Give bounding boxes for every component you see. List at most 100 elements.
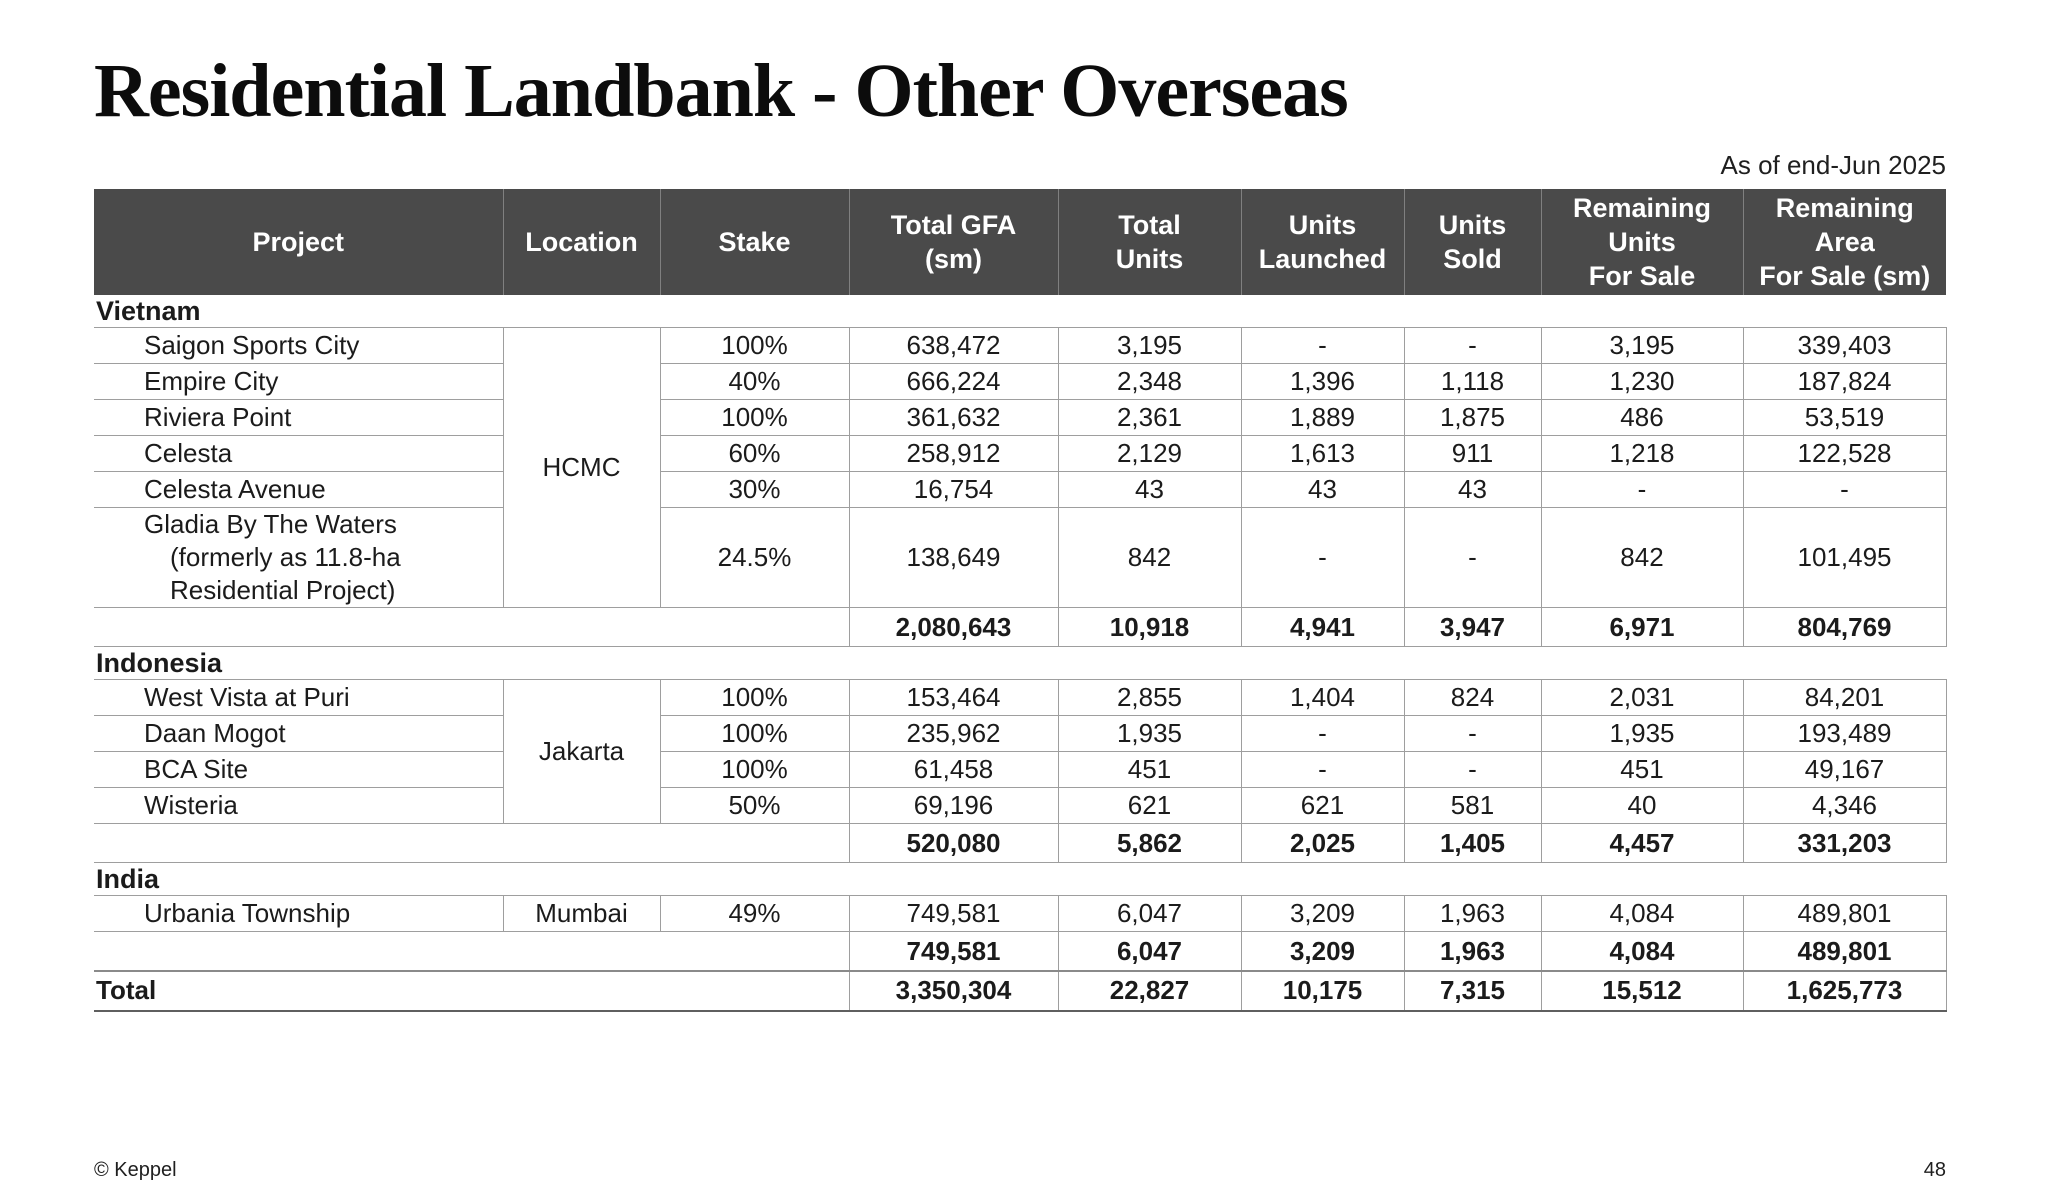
value-cell: 2,348 bbox=[1057, 363, 1241, 401]
stake-cell: 40% bbox=[659, 363, 849, 401]
value-cell: 138,649 bbox=[848, 507, 1058, 609]
project-name-line-cont: Residential Project) bbox=[170, 575, 396, 606]
value-cell: 842 bbox=[1057, 507, 1241, 609]
value-cell: - bbox=[1403, 327, 1541, 365]
value-cell: 153,464 bbox=[848, 679, 1058, 717]
value-cell: 258,912 bbox=[848, 435, 1058, 473]
copyright-text: © Keppel bbox=[94, 1159, 177, 1181]
subtotal-spacer bbox=[94, 823, 849, 864]
project-name-line: Celesta bbox=[144, 438, 233, 469]
subtotal-value: 520,080 bbox=[848, 823, 1058, 864]
value-cell: 1,613 bbox=[1240, 435, 1404, 473]
project-name-line: Urbania Township bbox=[144, 898, 351, 929]
project-name-line-cont: (formerly as 11.8-ha bbox=[170, 542, 401, 573]
value-cell: - bbox=[1240, 751, 1404, 789]
subtotal-value: 6,971 bbox=[1540, 607, 1743, 648]
column-header-project: Project bbox=[94, 188, 503, 295]
page-title: Residential Landbank - Other Overseas bbox=[94, 49, 1349, 133]
value-cell: 489,801 bbox=[1742, 895, 1947, 933]
project-name: Riviera Point bbox=[94, 399, 503, 437]
value-cell: 3,209 bbox=[1240, 895, 1404, 933]
total-value: 15,512 bbox=[1540, 969, 1743, 1012]
value-cell: 911 bbox=[1403, 435, 1541, 473]
column-header-total-gfa: Total GFA (sm) bbox=[848, 188, 1058, 295]
subtotal-value: 4,084 bbox=[1540, 931, 1743, 972]
section-label-india: India bbox=[94, 862, 1946, 897]
project-row-gladia-by-the-waters: Gladia By The Waters (formerly as 11.8-ha… bbox=[94, 507, 1947, 609]
project-name: Saigon Sports City bbox=[94, 327, 503, 365]
value-cell: 638,472 bbox=[848, 327, 1058, 365]
value-cell: 339,403 bbox=[1742, 327, 1947, 365]
value-cell: 581 bbox=[1403, 787, 1541, 825]
section-row-india: India bbox=[94, 862, 1946, 897]
landbank-table: Project Location Stake Total GFA (sm) Total … bbox=[94, 188, 1947, 1012]
value-cell: 1,218 bbox=[1540, 435, 1743, 473]
stake-cell: 30% bbox=[659, 471, 849, 509]
location-cell: Jakarta bbox=[502, 679, 661, 825]
value-cell: 2,129 bbox=[1057, 435, 1241, 473]
location-cell: HCMC bbox=[502, 327, 661, 609]
subtotal-value: 2,025 bbox=[1240, 823, 1404, 864]
value-cell: - bbox=[1540, 471, 1743, 509]
page-number: 48 bbox=[1923, 1159, 1946, 1181]
project-name-line: West Vista at Puri bbox=[144, 682, 350, 713]
value-cell: 621 bbox=[1240, 787, 1404, 825]
value-cell: 1,230 bbox=[1540, 363, 1743, 401]
value-cell: 666,224 bbox=[848, 363, 1058, 401]
subtotal-row-vietnam: 2,080,643 10,918 4,941 3,947 6,971 804,769 bbox=[94, 607, 1947, 648]
total-value: 3,350,304 bbox=[848, 969, 1058, 1012]
project-name-line: Gladia By The Waters bbox=[144, 509, 397, 540]
value-cell: 749,581 bbox=[848, 895, 1058, 933]
project-name-line: Saigon Sports City bbox=[144, 330, 360, 361]
project-row-urbania-township: Urbania Township Mumbai 49% 749,581 6,047 3,2… bbox=[94, 895, 1947, 933]
project-name-line: Daan Mogot bbox=[144, 718, 286, 749]
stake-cell: 50% bbox=[659, 787, 849, 825]
value-cell: 4,084 bbox=[1540, 895, 1743, 933]
project-row-bca-site: BCA Site 100% 61,458 451- -451 49,167 bbox=[94, 751, 1947, 789]
value-cell: - bbox=[1742, 471, 1947, 509]
subtotal-value: 4,941 bbox=[1240, 607, 1404, 648]
project-row-celesta: Celesta 60% 258,912 2,129 1,613 911 1,218 122,5… bbox=[94, 435, 1947, 473]
column-header-remaining: Remaining Area For Sale (sm) bbox=[1742, 188, 1946, 295]
subtotal-spacer bbox=[94, 607, 849, 648]
value-cell: 1,963 bbox=[1403, 895, 1541, 933]
value-cell: 69,196 bbox=[848, 787, 1058, 825]
subtotal-value: 749,581 bbox=[848, 931, 1058, 972]
value-cell: 1,404 bbox=[1240, 679, 1404, 717]
project-row-empire-city: Empire City 40% 666,224 2,348 1,396 1,118 1,23… bbox=[94, 363, 1947, 401]
value-cell: 1,889 bbox=[1240, 399, 1404, 437]
project-row-wisteria: Wisteria 50% 69,196 621 621 581 40 4,346 bbox=[94, 787, 1947, 825]
total-value: 1,625,773 bbox=[1742, 969, 1947, 1012]
project-name: Celesta Avenue bbox=[94, 471, 503, 509]
subtotal-value: 1,963 bbox=[1403, 931, 1541, 972]
project-name-line: Wisteria bbox=[144, 790, 238, 821]
value-cell: 486 bbox=[1540, 399, 1743, 437]
project-row-saigon-sports-city: Saigon Sports City HCMC 100% 638,472 3,195- -… bbox=[94, 327, 1947, 609]
value-cell: 824 bbox=[1403, 679, 1541, 717]
total-row: Total 3,350,304 22,827 10,175 7,315 15,512 1,6… bbox=[94, 969, 1947, 1012]
subtotal-value: 489,801 bbox=[1742, 931, 1947, 972]
total-value: 7,315 bbox=[1403, 969, 1541, 1012]
value-cell: - bbox=[1403, 751, 1541, 789]
project-name-line: BCA Site bbox=[144, 754, 249, 785]
value-cell: - bbox=[1403, 715, 1541, 753]
value-cell: 1,935 bbox=[1057, 715, 1241, 753]
value-cell: 235,962 bbox=[848, 715, 1058, 753]
value-cell: 451 bbox=[1057, 751, 1241, 789]
value-cell: 40 bbox=[1540, 787, 1743, 825]
as-of-date: As of end-Jun 2025 bbox=[1720, 149, 1947, 180]
value-cell: 193,489 bbox=[1742, 715, 1947, 753]
value-cell: 43 bbox=[1403, 471, 1541, 509]
section-label-vietnam: Vietnam bbox=[94, 294, 1946, 329]
value-cell: 1,118 bbox=[1403, 363, 1541, 401]
value-cell: - bbox=[1240, 327, 1404, 365]
location-cell: Mumbai bbox=[502, 895, 661, 933]
total-label: Total bbox=[94, 969, 849, 1012]
value-cell: 361,632 bbox=[848, 399, 1058, 437]
project-name: Celesta bbox=[94, 435, 503, 473]
value-cell: 1,935 bbox=[1540, 715, 1743, 753]
value-cell: 122,528 bbox=[1742, 435, 1947, 473]
subtotal-value: 804,769 bbox=[1742, 607, 1947, 648]
section-row-vietnam: Vietnam bbox=[94, 294, 1946, 329]
value-cell: 53,519 bbox=[1742, 399, 1947, 437]
